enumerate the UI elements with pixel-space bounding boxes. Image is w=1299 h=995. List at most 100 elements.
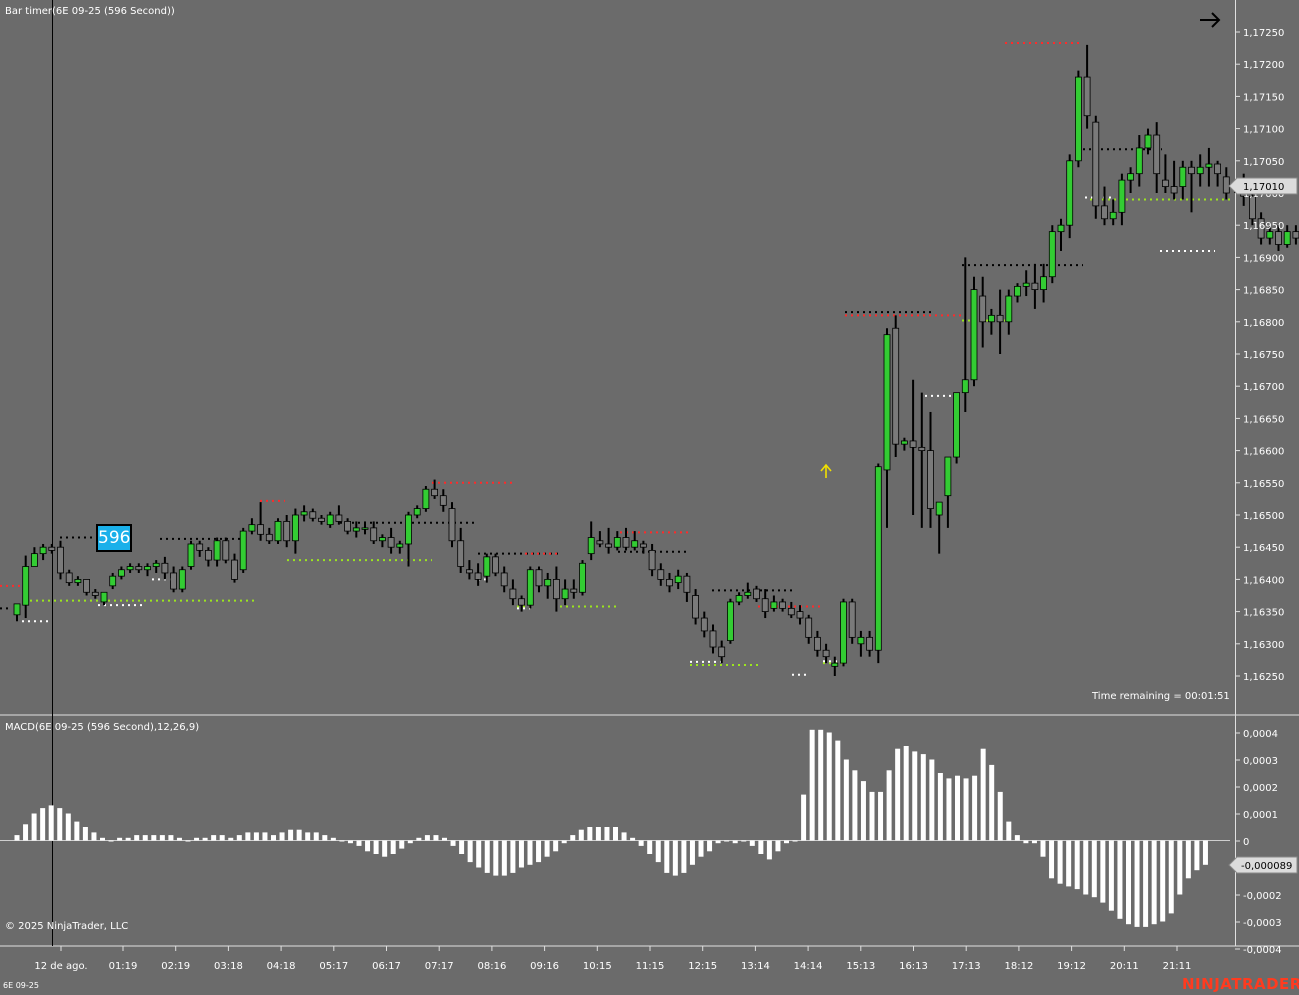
candle-body (1144, 134, 1152, 149)
macd-bar (963, 778, 969, 841)
macd-bar (1083, 840, 1089, 895)
candle-body (135, 566, 143, 571)
candle-body (1205, 163, 1213, 168)
macd-bar (57, 808, 63, 841)
macd-bar (775, 840, 781, 852)
candle-body (944, 456, 952, 497)
macd-bar (1185, 840, 1191, 879)
macd-bar (1031, 840, 1037, 844)
macd-bar (843, 759, 849, 841)
arrow-right-icon[interactable] (1200, 12, 1221, 28)
price-tick-label: 1,17100 (1243, 125, 1284, 136)
candle-body (1075, 76, 1082, 162)
candle-body (988, 314, 995, 323)
candle-body (822, 649, 830, 658)
candle-body (274, 521, 282, 542)
candle-body (291, 514, 299, 542)
macd-bar (903, 746, 909, 841)
macd-tick-label: 0,0002 (1243, 783, 1278, 794)
macd-bar (1014, 835, 1020, 841)
macd-bar (604, 827, 610, 841)
candle-body (579, 562, 586, 593)
candle-body (909, 440, 917, 448)
last-price-label: 1,17010 (1243, 182, 1284, 193)
time-tick-label: 01:19 (109, 961, 138, 972)
macd-bar (1066, 840, 1072, 887)
macd-bar (707, 840, 713, 852)
candle-body (57, 546, 64, 574)
macd-bar (920, 754, 926, 841)
candle-body (30, 553, 38, 567)
macd-bar (74, 821, 80, 841)
macd-bar (724, 840, 730, 842)
candle-body (796, 611, 804, 619)
candle-body (570, 588, 578, 593)
candle-body (500, 572, 508, 587)
candle-body (178, 569, 186, 590)
macd-bar (989, 764, 995, 841)
macd-bar (262, 832, 268, 841)
candle-body (587, 537, 595, 555)
candle-body (413, 508, 421, 516)
candle-body (83, 579, 90, 593)
macd-bar (587, 827, 593, 841)
candle-body (465, 569, 473, 574)
macd-bar (647, 840, 653, 854)
macd-tick-label: -0,0003 (1243, 918, 1282, 929)
macd-bar (929, 759, 935, 841)
macd-bar (1177, 840, 1183, 895)
candle-body (1101, 205, 1108, 220)
macd-bar (416, 837, 422, 841)
macd-bar (510, 840, 516, 873)
macd-bar (1100, 840, 1106, 903)
candle-body (326, 514, 334, 526)
candle-body (1005, 295, 1013, 323)
candle-body (1162, 179, 1169, 187)
macd-bar (561, 840, 567, 844)
price-tick-label: 1,16700 (1243, 382, 1284, 393)
price-tick-label: 1,16500 (1243, 511, 1284, 522)
macd-bar (313, 832, 319, 841)
macd-bar (40, 808, 46, 841)
candle-body (700, 617, 708, 632)
macd-bar (801, 794, 807, 841)
candle-body (553, 579, 560, 600)
macd-bar (860, 781, 866, 841)
candle-body (474, 572, 482, 580)
time-tick-label: 08:16 (477, 961, 506, 972)
macd-bar (835, 740, 841, 841)
macd-bar (23, 824, 29, 841)
candle-body (187, 543, 195, 567)
candle-body (526, 569, 534, 606)
candle-body (631, 540, 639, 548)
macd-bar (578, 829, 584, 841)
macd-bar (553, 840, 559, 852)
price-tick-label: 1,16400 (1243, 575, 1284, 586)
candle-body (161, 562, 169, 574)
macd-bar (1091, 840, 1097, 898)
macd-bar (1134, 840, 1140, 927)
candle-body (692, 595, 699, 619)
candle-body (1266, 231, 1274, 239)
macd-bar (1194, 840, 1200, 871)
candle-body (352, 527, 360, 532)
candle-body (126, 566, 134, 571)
price-tick-label: 1,16800 (1243, 318, 1284, 329)
candle-body (831, 662, 839, 667)
candle-body (22, 566, 30, 606)
macd-bar (108, 840, 114, 842)
price-tick-label: 1,16300 (1243, 640, 1284, 651)
price-tick-label: 1,17250 (1243, 28, 1284, 39)
macd-bar (373, 840, 379, 854)
macd-bar (424, 835, 430, 841)
candle-body (118, 569, 125, 577)
candle-body (622, 537, 630, 548)
price-tick-label: 1,17200 (1243, 60, 1284, 71)
candle-body (396, 543, 404, 548)
candle-body (709, 630, 717, 648)
macd-bar (1108, 840, 1114, 911)
candle-body (1109, 211, 1117, 220)
macd-bar (228, 837, 234, 841)
time-tick-label: 03:18 (214, 961, 243, 972)
